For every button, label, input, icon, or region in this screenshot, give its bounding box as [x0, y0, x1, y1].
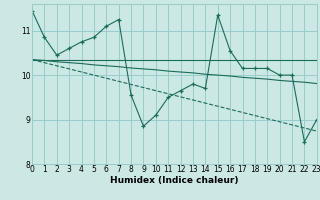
X-axis label: Humidex (Indice chaleur): Humidex (Indice chaleur): [110, 176, 239, 185]
